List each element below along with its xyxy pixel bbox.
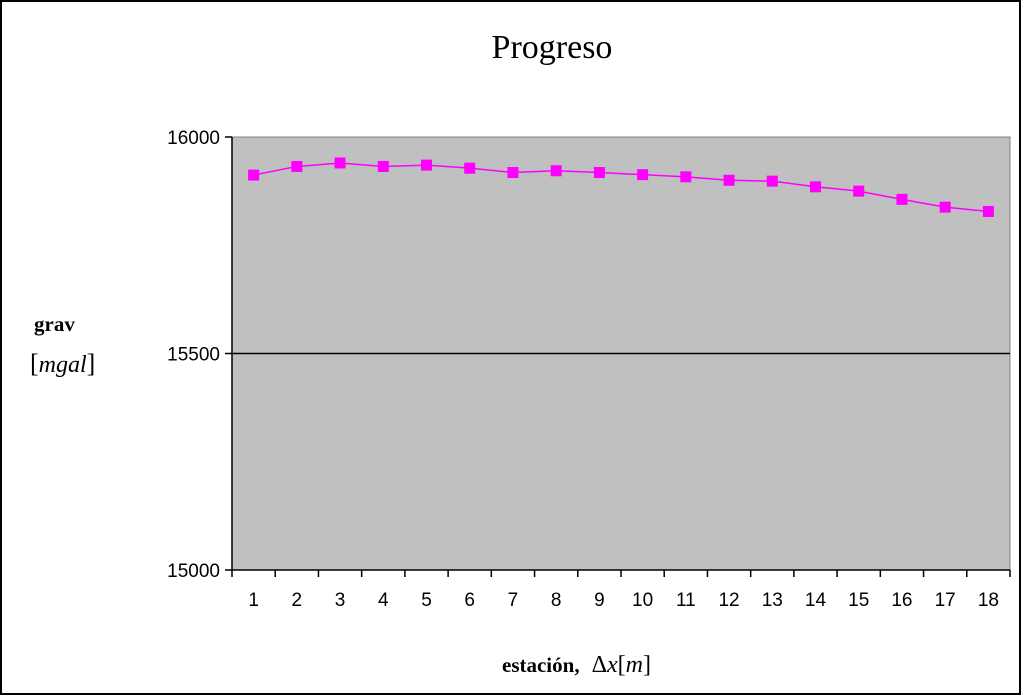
x-tick-label: 2: [292, 590, 303, 611]
data-point: [507, 167, 519, 179]
data-point: [982, 205, 994, 217]
x-tick-label: 14: [805, 590, 827, 611]
x-axis-label-delta: Δ: [592, 652, 607, 678]
series-group: [248, 157, 994, 217]
data-point: [464, 162, 476, 174]
series-line: [253, 162, 989, 213]
data-point: [334, 157, 346, 169]
x-axis-label-close-bracket: ]: [643, 652, 651, 678]
x-tick-label: 4: [378, 590, 389, 611]
y-tick-label: 15500: [167, 345, 220, 366]
x-tick-label: 1: [248, 590, 259, 611]
y-axis-label-word: grav: [34, 312, 75, 336]
x-tick-label: 9: [594, 590, 605, 611]
data-point: [593, 167, 605, 179]
y-axis-label-unit-text: mgal: [39, 352, 87, 378]
data-point: [248, 169, 260, 181]
x-tick-label: 13: [762, 590, 783, 611]
data-point: [377, 160, 389, 172]
x-tick-label: 6: [464, 590, 475, 611]
x-ticks: 1 2 3 4 5 6 7 8 9 10 11 12 13 14 15 16 17 18: [231, 570, 1011, 611]
x-tick-label: 5: [421, 590, 432, 611]
data-point: [637, 169, 649, 181]
x-axis-label-unit: m: [626, 652, 643, 678]
x-axis-label: estación, Δx[m]: [502, 652, 651, 678]
x-tick-label: 11: [676, 590, 696, 611]
x-tick-label: 8: [551, 590, 562, 611]
y-axis-label-open-bracket: [: [30, 349, 39, 378]
data-point: [766, 175, 778, 187]
y-tick-label: 16000: [167, 128, 220, 149]
y-tick-label: 15000: [167, 561, 220, 582]
x-tick-label: 17: [935, 590, 956, 611]
data-point: [421, 159, 432, 171]
y-axis-label-unit: [mgal]: [30, 349, 95, 378]
data-point: [896, 193, 908, 205]
x-axis-label-word: estación,: [502, 653, 580, 677]
data-point: [810, 181, 821, 193]
data-point: [853, 185, 865, 197]
x-tick-label: 3: [335, 590, 346, 611]
x-axis-label-var: x: [606, 652, 618, 678]
chart-title: Progreso: [492, 29, 613, 66]
x-tick-label: 16: [891, 590, 912, 611]
data-point: [550, 165, 562, 177]
data-point: [291, 160, 303, 172]
x-tick-label: 12: [718, 590, 739, 611]
x-axis-label-open-bracket: [: [618, 652, 626, 678]
y-axis-label-close-bracket: ]: [87, 349, 96, 378]
x-tick-label: 18: [978, 590, 999, 611]
data-point: [723, 174, 735, 186]
data-point: [680, 171, 692, 183]
data-point: [939, 201, 951, 213]
x-tick-label: 10: [632, 590, 653, 611]
y-ticks: 15000 15500 16000: [167, 128, 232, 582]
x-tick-label: 15: [848, 590, 869, 611]
x-tick-label: 7: [508, 590, 519, 611]
